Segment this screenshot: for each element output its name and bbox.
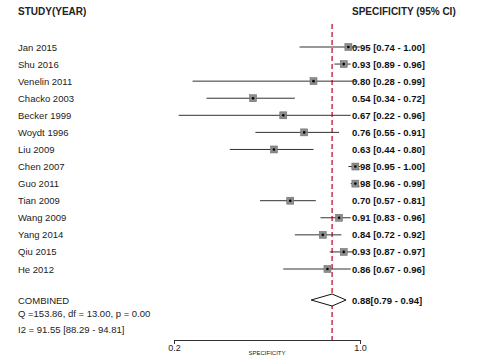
point-estimate: [324, 266, 331, 273]
confidence-interval: [179, 115, 351, 116]
point-estimate: [340, 61, 347, 68]
study-label: Qiu 2015: [18, 246, 57, 257]
point-center: [273, 148, 276, 151]
study-label: He 2012: [18, 264, 54, 275]
study-label: Venelin 2011: [18, 76, 72, 87]
axis-title: SPECIFICITY: [248, 350, 285, 356]
point-estimate: [352, 180, 359, 187]
point-center: [342, 63, 345, 66]
study-label: Woydt 1996: [18, 127, 69, 138]
combined-label: COMBINED: [18, 295, 69, 306]
point-center: [282, 114, 285, 117]
value-label: 0.76 [0.55 - 0.91]: [352, 127, 425, 138]
reference-line: [331, 24, 332, 340]
statistics-text: Q =153.86, df = 13.00, p = 0.00: [18, 308, 150, 319]
point-center: [312, 80, 315, 83]
point-center: [303, 131, 306, 134]
column-header: SPECIFICITY (95% CI): [352, 6, 456, 17]
study-label: Tian 2009: [18, 195, 60, 206]
value-label: 0.93 [0.87 - 0.97]: [352, 246, 425, 257]
tick-label: 0.2: [168, 343, 181, 353]
statistics-text: I2 = 91.55 [88.29 - 94.81]: [18, 324, 124, 335]
point-estimate: [352, 163, 359, 170]
value-label: 0.84 [0.72 - 0.92]: [352, 229, 425, 240]
value-label: 0.54 [0.34 - 0.72]: [352, 93, 425, 104]
point-center: [322, 234, 325, 237]
value-label: 0.86 [0.67 - 0.96]: [352, 264, 425, 275]
column-header: STUDY(YEAR): [18, 6, 86, 17]
plot-area: [179, 24, 360, 340]
confidence-interval: [295, 234, 342, 235]
point-center: [289, 199, 292, 202]
study-label: Shu 2016: [18, 59, 59, 70]
forest-plot: STUDY(YEAR) SPECIFICITY (95% CI) Jan 2015 0…: [0, 0, 500, 357]
point-estimate: [310, 78, 317, 85]
point-estimate: [340, 248, 347, 255]
point-estimate: [301, 129, 308, 136]
point-estimate: [270, 146, 277, 153]
value-label: 0.93 [0.89 - 0.96]: [352, 59, 425, 70]
point-estimate: [287, 197, 294, 204]
confidence-interval: [193, 81, 358, 82]
point-estimate: [319, 231, 326, 238]
value-label: 0.67 [0.22 - 0.96]: [352, 110, 425, 121]
tick: 1.0: [354, 340, 367, 353]
value-label: 0.91 [0.83 - 0.96]: [352, 212, 425, 223]
combined-diamond: [311, 294, 346, 306]
point-estimate: [250, 95, 257, 102]
point-center: [347, 46, 350, 49]
point-estimate: [280, 112, 287, 119]
confidence-interval: [283, 269, 350, 270]
point-center: [342, 251, 345, 254]
study-label: Chacko 2003: [18, 93, 74, 104]
point-center: [326, 268, 329, 271]
study-label: Yang 2014: [18, 229, 63, 240]
study-label: Liu 2009: [18, 144, 54, 155]
value-label: 0.98 [0.96 - 0.99]: [352, 178, 425, 189]
study-label: Chen 2007: [18, 161, 64, 172]
value-label: 0.98 [0.95 - 1.00]: [352, 161, 425, 172]
study-label: Guo 2011: [18, 178, 59, 189]
value-label: 0.95 [0.74 - 1.00]: [352, 42, 425, 53]
point-estimate: [336, 214, 343, 221]
tick-label: 1.0: [354, 343, 367, 353]
value-label: 0.63 [0.44 - 0.80]: [352, 144, 425, 155]
study-label: Jan 2015: [18, 42, 57, 53]
point-center: [354, 165, 357, 168]
value-label: 0.80 [0.28 - 0.99]: [352, 76, 425, 87]
confidence-interval: [255, 132, 339, 133]
study-label: Becker 1999: [18, 110, 71, 121]
study-label: Wang 2009: [18, 212, 66, 223]
value-label: 0.70 [0.57 - 0.81]: [352, 195, 425, 206]
point-center: [252, 97, 255, 100]
confidence-interval: [334, 64, 350, 65]
point-center: [354, 182, 357, 185]
axis-line: [175, 340, 361, 341]
point-estimate: [345, 44, 352, 51]
value-label: 0.88[0.79 - 0.94]: [352, 295, 422, 306]
point-center: [338, 216, 341, 219]
tick: 0.2: [168, 340, 181, 353]
